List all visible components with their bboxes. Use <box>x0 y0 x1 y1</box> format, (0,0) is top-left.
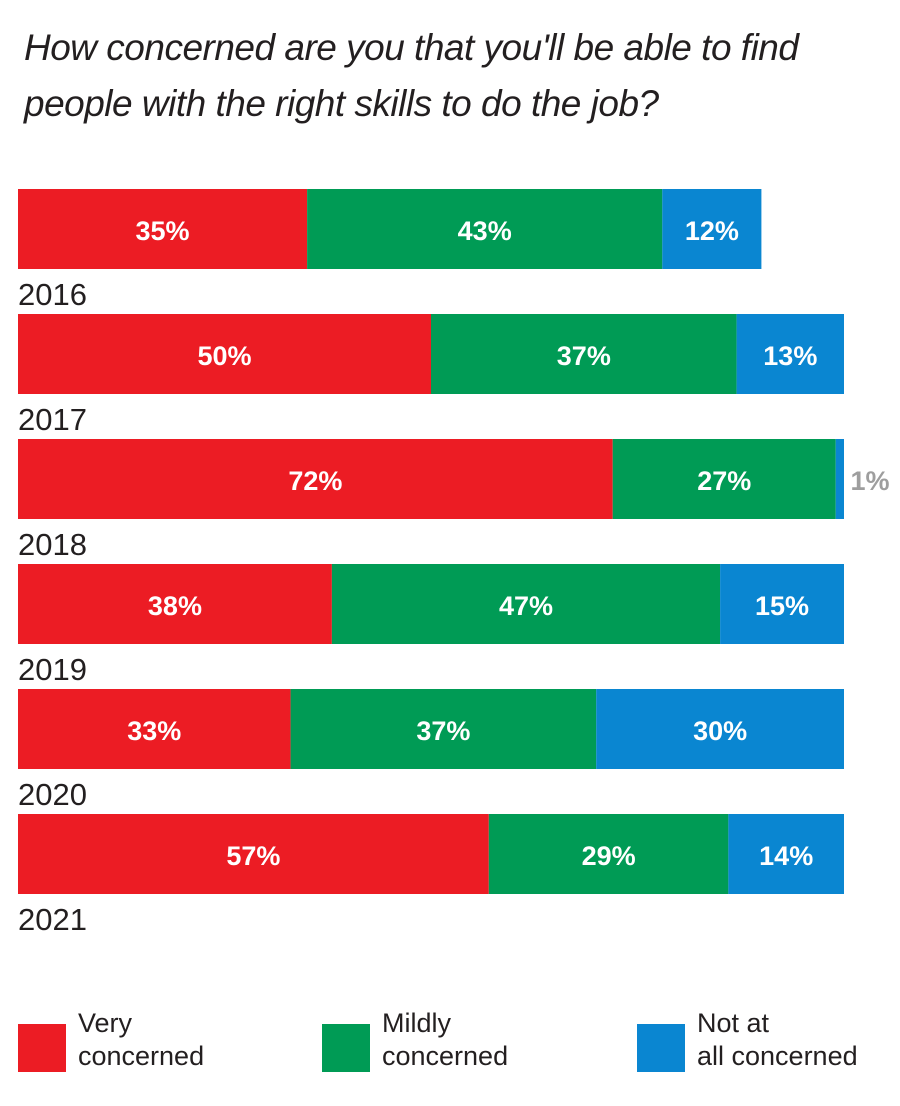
legend-swatch-not-at-all-concerned <box>637 1024 685 1072</box>
data-label: 37% <box>557 341 611 371</box>
data-label: 35% <box>136 216 190 246</box>
data-label: 29% <box>582 841 636 871</box>
data-label: 38% <box>148 591 202 621</box>
legend-label-line: Very <box>78 1008 133 1038</box>
category-label: 2016 <box>18 277 87 312</box>
bar-segment-not-at-all-concerned <box>720 564 844 644</box>
bar-segment-mildly-concerned <box>290 689 597 769</box>
legend-label-mildly-concerned: Mildly concerned <box>382 1007 582 1073</box>
bar-segment-very-concerned <box>18 564 332 644</box>
bar-segment-mildly-concerned <box>331 564 721 644</box>
legend-label-not-at-all-concerned: Not at all concerned <box>697 1007 897 1073</box>
data-label: 13% <box>763 341 817 371</box>
data-label: 50% <box>197 341 251 371</box>
category-label: 2017 <box>18 402 87 437</box>
bar-segment-very-concerned <box>18 689 291 769</box>
bar-segment-not-at-all-concerned <box>728 814 844 894</box>
bar-segment-very-concerned <box>18 189 308 269</box>
stacked-bar-chart: 35% 43% 12% 2016 50% 37% 13% 2017 72% 27% 1% 2018 38… <box>18 189 890 937</box>
data-label: 30% <box>693 716 747 746</box>
data-label: 47% <box>499 591 553 621</box>
bar-segment-mildly-concerned <box>488 814 729 894</box>
bar-segment-very-concerned <box>18 439 613 519</box>
data-label: 72% <box>288 466 342 496</box>
category-label: 2020 <box>18 777 87 812</box>
legend-label-line: Not at <box>697 1008 770 1038</box>
legend-swatch-mildly-concerned <box>322 1024 370 1072</box>
category-label: 2021 <box>18 902 87 937</box>
data-label: 33% <box>127 716 181 746</box>
data-label: 43% <box>458 216 512 246</box>
bar-segment-very-concerned <box>18 314 431 394</box>
data-label: 27% <box>697 466 751 496</box>
data-label: 37% <box>416 716 470 746</box>
bar-segment-mildly-concerned <box>307 189 663 269</box>
bar-segment-very-concerned <box>18 814 489 894</box>
legend-label-line: concerned <box>382 1041 509 1071</box>
bar-segment-mildly-concerned <box>612 439 836 519</box>
legend-label-line: all concerned <box>697 1041 858 1071</box>
bar-segment-mildly-concerned <box>431 314 737 394</box>
legend-label-line: concerned <box>78 1041 205 1071</box>
category-label: 2018 <box>18 527 87 562</box>
data-label: 57% <box>226 841 280 871</box>
legend-label-very-concerned: Very concerned <box>78 1007 278 1073</box>
bar-segment-not-at-all-concerned <box>596 689 844 769</box>
category-label: 2019 <box>18 652 87 687</box>
bar-segment-not-at-all-concerned <box>736 314 844 394</box>
bar-segment-not-at-all-concerned <box>835 439 844 519</box>
data-label: 14% <box>759 841 813 871</box>
bar-segment-not-at-all-concerned <box>662 189 762 269</box>
chart-title: How concerned are you that you'll be abl… <box>24 27 799 124</box>
data-label: 15% <box>755 591 809 621</box>
legend-swatch-very-concerned <box>18 1024 66 1072</box>
data-label: 12% <box>685 216 739 246</box>
legend-label-line: Mildly <box>382 1008 452 1038</box>
data-label: 1% <box>850 466 889 496</box>
